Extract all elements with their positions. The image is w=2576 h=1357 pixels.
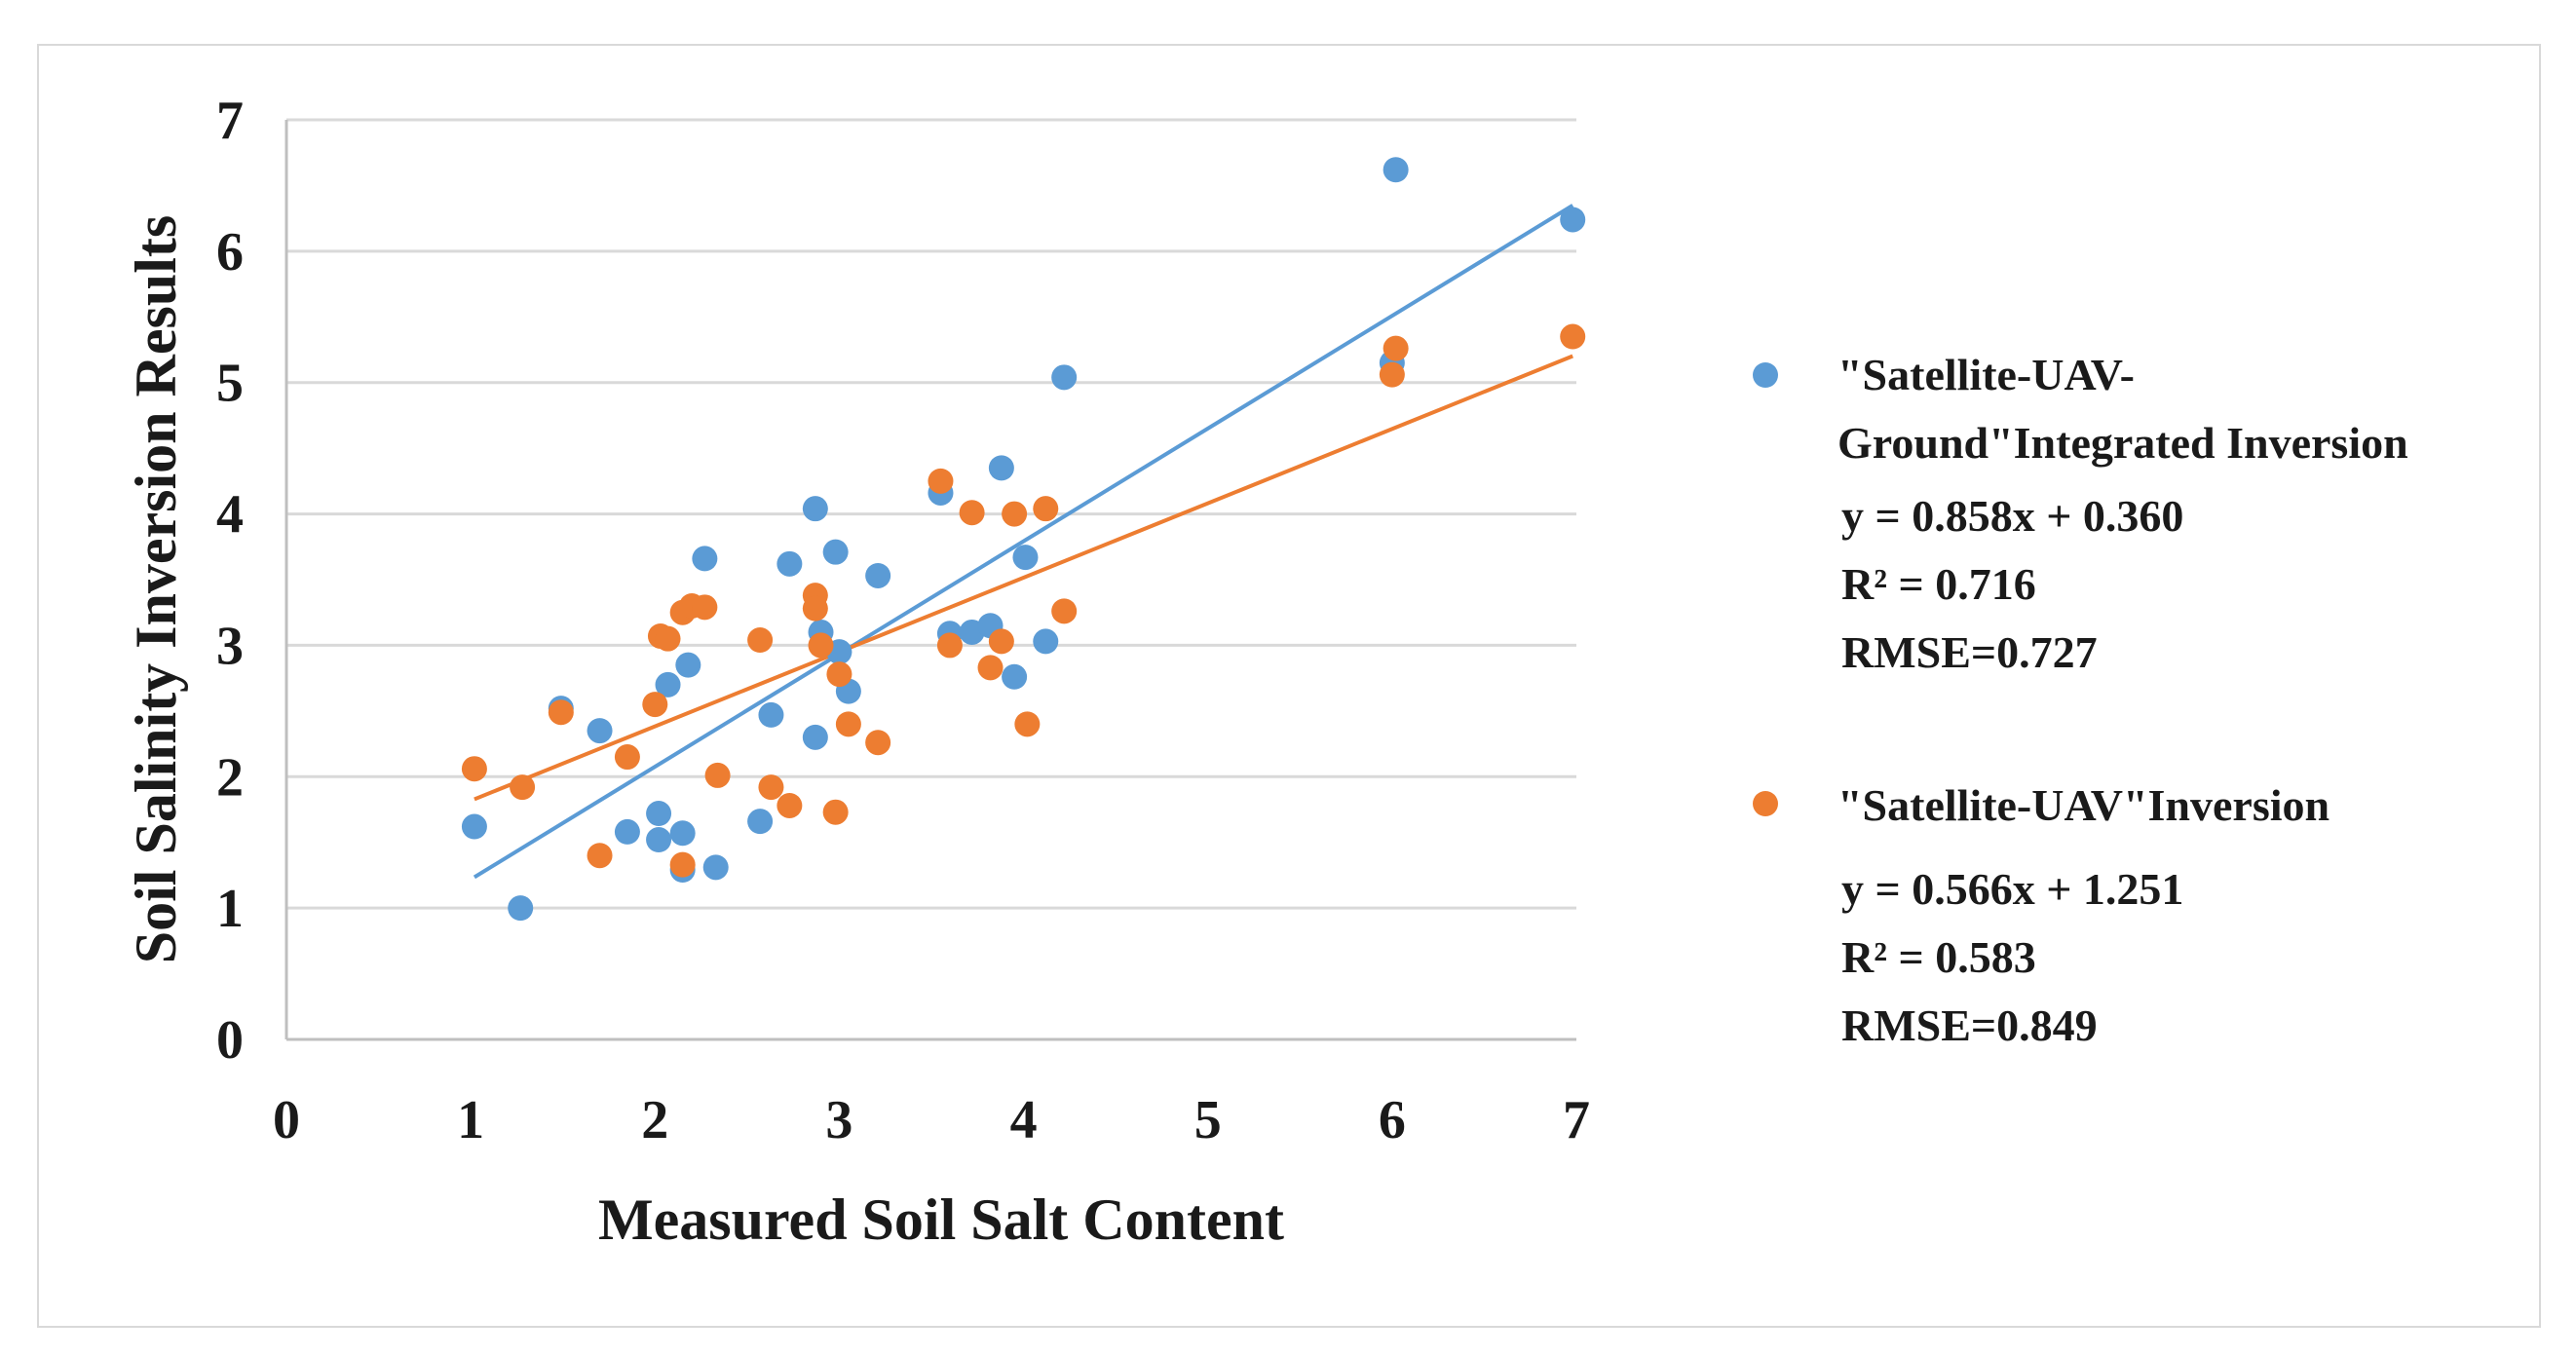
point-series-0-0: [461, 813, 487, 840]
point-series-1-25: [959, 500, 985, 526]
point-series-1-19: [822, 799, 849, 825]
point-series-0-16: [802, 496, 828, 522]
point-series-1-18: [808, 632, 834, 659]
y-axis-title: Soil Salinity Inversion Results: [124, 215, 188, 964]
trendlines: [473, 204, 1574, 880]
point-series-1-7: [655, 625, 681, 652]
x-tick-label-2: 2: [641, 1090, 668, 1150]
x-tick-labels: 0 1 2 3 4 5 6 7: [273, 1090, 1590, 1150]
point-series-1-26: [977, 655, 1004, 681]
point-series-1-5: [642, 692, 668, 718]
point-series-0-31: [1051, 364, 1078, 391]
x-tick-label-3: 3: [825, 1090, 852, 1150]
legend-r2-satellite-uav: R² = 0.583: [1841, 932, 2036, 982]
y-tick-label-5: 5: [216, 354, 244, 414]
point-series-1-24: [936, 632, 963, 659]
point-series-0-17: [802, 724, 828, 750]
point-series-1-33: [1383, 335, 1409, 361]
legend-equation-satellite-uav: y = 0.566x + 1.251: [1841, 864, 2183, 914]
point-series-0-27: [988, 455, 1014, 481]
legend-label-satellite-uav: "Satellite-UAV"Inversion: [1837, 780, 2330, 830]
point-series-0-34: [1560, 207, 1586, 233]
point-series-0-30: [1033, 628, 1059, 655]
gridlines: [286, 118, 1576, 910]
point-series-0-19: [822, 539, 849, 565]
point-series-0-15: [777, 550, 803, 577]
point-series-1-32: [1379, 361, 1405, 388]
point-series-1-14: [758, 774, 784, 801]
x-axis-title: Measured Soil Salt Content: [598, 1187, 1284, 1252]
point-series-1-23: [928, 468, 954, 494]
point-series-1-1: [510, 774, 536, 801]
point-series-1-15: [777, 792, 803, 818]
legend-equation-integrated: y = 0.858x + 0.360: [1841, 491, 2183, 541]
point-series-1-0: [461, 756, 487, 782]
y-tick-label-7: 7: [216, 91, 244, 151]
legend-label-integrated-line2: Ground"Integrated Inversion: [1837, 418, 2408, 468]
trendline-series-0: [473, 204, 1574, 880]
point-series-1-29: [1014, 711, 1041, 737]
point-series-0-9: [669, 820, 696, 847]
point-series-0-12: [702, 854, 729, 881]
point-series-0-6: [646, 827, 672, 853]
point-series-1-13: [747, 627, 774, 654]
point-series-1-3: [587, 843, 613, 869]
point-series-1-30: [1033, 496, 1059, 522]
point-series-0-11: [692, 546, 718, 572]
point-series-1-22: [865, 730, 891, 756]
y-tick-label-3: 3: [216, 616, 244, 676]
point-series-0-13: [747, 809, 774, 835]
y-tick-labels: 0 1 2 3 4 5 6 7: [216, 91, 244, 1071]
point-series-1-12: [704, 762, 731, 788]
point-series-0-14: [758, 701, 784, 728]
legend-r2-integrated: R² = 0.716: [1841, 559, 2036, 609]
chart-frame: [37, 44, 2541, 1328]
point-series-1-27: [988, 628, 1014, 655]
point-series-1-31: [1051, 598, 1078, 624]
x-tick-label-7: 7: [1563, 1090, 1590, 1150]
point-series-1-2: [548, 699, 574, 726]
y-tick-label-1: 1: [216, 879, 244, 939]
point-series-0-29: [1012, 545, 1039, 571]
legend-label-integrated-line1: "Satellite-UAV-: [1837, 350, 2135, 399]
point-series-1-11: [692, 594, 718, 621]
x-tick-label-0: 0: [273, 1090, 300, 1150]
legend-rmse-satellite-uav: RMSE=0.849: [1841, 1000, 2098, 1050]
point-series-0-10: [675, 652, 701, 678]
y-tick-label-0: 0: [216, 1010, 244, 1071]
point-series-0-33: [1383, 157, 1409, 183]
point-series-0-7: [655, 671, 681, 697]
point-series-0-1: [508, 895, 534, 922]
x-tick-label-6: 6: [1379, 1090, 1406, 1150]
point-series-0-5: [646, 801, 672, 827]
point-series-1-8: [669, 851, 696, 878]
point-series-1-20: [826, 661, 852, 688]
data-points: [461, 157, 1586, 922]
legend-rmse-integrated: RMSE=0.727: [1841, 627, 2098, 677]
y-tick-label-4: 4: [216, 485, 244, 546]
legend: "Satellite-UAV- Ground"Integrated Invers…: [1753, 350, 2408, 1050]
point-series-1-17: [802, 595, 828, 622]
x-tick-label-4: 4: [1010, 1090, 1038, 1150]
point-series-0-28: [1002, 663, 1028, 690]
point-series-1-4: [614, 744, 640, 771]
point-series-0-4: [614, 818, 640, 845]
point-series-1-34: [1560, 323, 1586, 350]
y-tick-label-2: 2: [216, 747, 244, 808]
trendline-series-1: [474, 354, 1573, 802]
point-series-1-28: [1002, 501, 1028, 527]
legend-marker-integrated: [1753, 362, 1778, 388]
y-tick-label-6: 6: [216, 222, 244, 283]
point-series-0-22: [865, 562, 891, 588]
point-series-1-21: [835, 711, 861, 737]
x-tick-label-5: 5: [1194, 1090, 1222, 1150]
legend-marker-satellite-uav: [1753, 791, 1778, 816]
x-tick-label-1: 1: [457, 1090, 484, 1150]
point-series-0-3: [587, 718, 613, 744]
